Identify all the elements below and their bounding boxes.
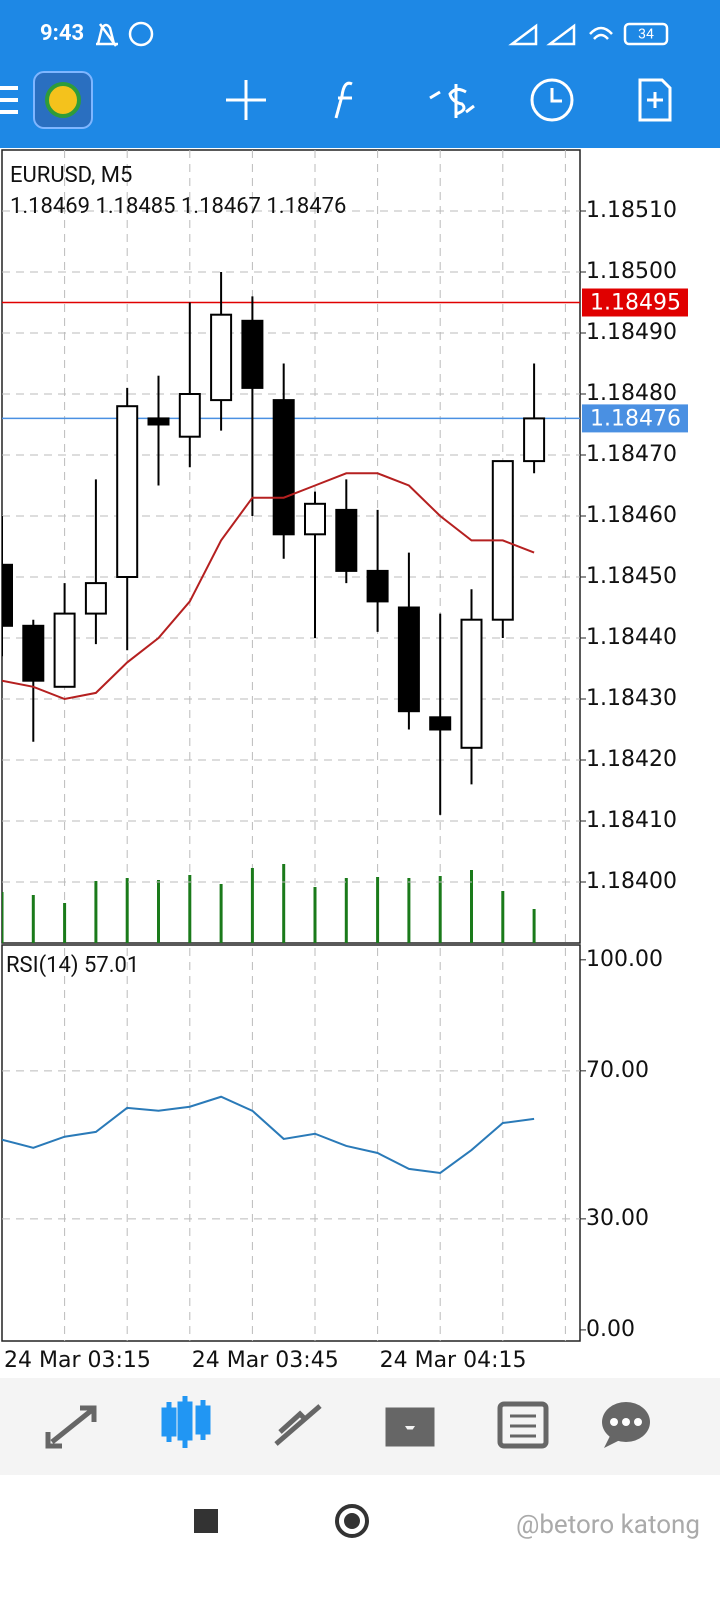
rsi-title: RSI(14) [6, 953, 79, 978]
y-tick-label: 70.00 [586, 1058, 649, 1083]
last-close: 1.18476 [266, 194, 346, 219]
axes: 1.18510 1.18500 1.18490 1.18480 1.18470 1.184… [4, 198, 688, 1373]
x-tick-label: 24 Mar 03:15 [4, 1348, 151, 1373]
candle-body [429, 716, 452, 731]
candle-body [116, 405, 139, 579]
price-tag [582, 404, 688, 433]
candle-body [397, 606, 420, 713]
candle-body [304, 502, 326, 536]
candle-body [210, 313, 233, 402]
rsi-line [2, 1095, 535, 1175]
rsi-current: 57.01 [84, 953, 139, 978]
candle-body [22, 624, 45, 682]
price-tag-label: 1.18495 [590, 291, 681, 316]
y-tick-label: 1.18410 [586, 808, 677, 833]
y-tick-label: 0.00 [586, 1317, 635, 1342]
candle-body [178, 393, 201, 438]
app-bar [0, 0, 720, 148]
candle-body [272, 399, 295, 536]
y-tick-label: 1.18490 [586, 320, 677, 345]
y-tick-label: 1.18480 [586, 381, 677, 406]
ohlc: 1.18469 1.18485 1.18467 1.18476 [10, 194, 346, 219]
rsi-panel [1, 944, 581, 1342]
candle-body [53, 612, 76, 688]
home-dot [344, 1513, 360, 1529]
symbol: EURUSD, M5 [10, 163, 132, 188]
y-tick-label: 1.18460 [586, 503, 677, 528]
x-tick-label: 24 Mar 03:45 [192, 1348, 339, 1373]
y-tick-label: 1.18420 [586, 747, 677, 772]
candle-body [241, 319, 264, 389]
price-tag [582, 288, 688, 317]
candle-body [335, 508, 358, 572]
candle-body [366, 569, 389, 603]
rsi-plot [2, 1070, 580, 1220]
system-nav [0, 1475, 720, 1600]
candle-body [2, 563, 13, 627]
clock: 9:43 [40, 21, 84, 46]
chart-area [0, 148, 720, 1378]
y-tick-label: 100.00 [586, 947, 663, 972]
bottom-nav [0, 1378, 720, 1475]
moving-average [2, 472, 535, 701]
y-tick-label: 1.18510 [586, 198, 677, 223]
y-tick-label: 1.18450 [586, 564, 677, 589]
watermark: @betoro katong [516, 1510, 700, 1540]
y-tick-label: 1.18400 [586, 869, 677, 894]
y-tick-label: 30.00 [586, 1206, 649, 1231]
price-plot [2, 210, 580, 943]
nav-icons[interactable] [45, 1396, 650, 1449]
last-open: 1.18469 [10, 194, 90, 219]
y-tick-label: 1.18500 [586, 259, 677, 284]
last-low: 1.18467 [181, 194, 261, 219]
last-high: 1.18485 [95, 194, 175, 219]
y-tick-label: 1.18430 [586, 686, 677, 711]
toolbar[interactable] [0, 71, 672, 129]
y-tick-label: 1.18440 [586, 625, 677, 650]
status-icons [96, 21, 669, 47]
home-button[interactable] [335, 1504, 369, 1538]
battery-level: 34 [638, 27, 654, 43]
candle-body [523, 417, 546, 463]
rsi-header: RSI(14) 57.01 [6, 953, 139, 978]
price-tag-label: 1.18476 [590, 406, 681, 431]
candle-body [147, 417, 170, 426]
x-tick-label: 24 Mar 04:15 [380, 1348, 527, 1373]
y-tick-label: 1.18470 [586, 442, 677, 467]
candle-body [460, 618, 483, 749]
recent-button[interactable] [194, 1509, 218, 1533]
candle-body [84, 582, 107, 615]
